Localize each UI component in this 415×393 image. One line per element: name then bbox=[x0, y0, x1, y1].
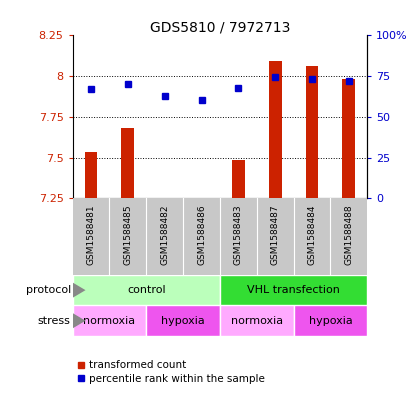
Bar bbox=[305, 66, 318, 198]
Legend: transformed count, percentile rank within the sample: transformed count, percentile rank withi… bbox=[74, 356, 269, 388]
Text: GSM1588482: GSM1588482 bbox=[160, 204, 169, 265]
Text: protocol: protocol bbox=[26, 285, 71, 295]
Bar bbox=[220, 275, 367, 305]
Bar bbox=[269, 61, 282, 198]
Bar bbox=[146, 305, 220, 336]
Text: GSM1588484: GSM1588484 bbox=[308, 204, 317, 265]
Text: GSM1588481: GSM1588481 bbox=[87, 204, 95, 265]
Polygon shape bbox=[73, 313, 85, 329]
Text: normoxia: normoxia bbox=[83, 316, 136, 326]
Bar bbox=[232, 160, 245, 198]
Text: GSM1588486: GSM1588486 bbox=[197, 204, 206, 265]
Title: GDS5810 / 7972713: GDS5810 / 7972713 bbox=[150, 20, 290, 34]
Bar bbox=[122, 129, 134, 198]
Text: GSM1588485: GSM1588485 bbox=[123, 204, 132, 265]
Bar bbox=[220, 305, 294, 336]
Text: GSM1588483: GSM1588483 bbox=[234, 204, 243, 265]
Bar bbox=[73, 275, 220, 305]
Text: hypoxia: hypoxia bbox=[161, 316, 205, 326]
Text: stress: stress bbox=[38, 316, 71, 326]
Text: hypoxia: hypoxia bbox=[309, 316, 352, 326]
Text: control: control bbox=[127, 285, 166, 295]
Bar bbox=[294, 305, 367, 336]
Text: VHL transfection: VHL transfection bbox=[247, 285, 340, 295]
Bar bbox=[85, 152, 98, 198]
Text: GSM1588488: GSM1588488 bbox=[344, 204, 353, 265]
Text: normoxia: normoxia bbox=[231, 316, 283, 326]
Bar bbox=[342, 79, 355, 198]
Bar bbox=[73, 305, 146, 336]
Polygon shape bbox=[73, 283, 85, 298]
Text: GSM1588487: GSM1588487 bbox=[271, 204, 280, 265]
